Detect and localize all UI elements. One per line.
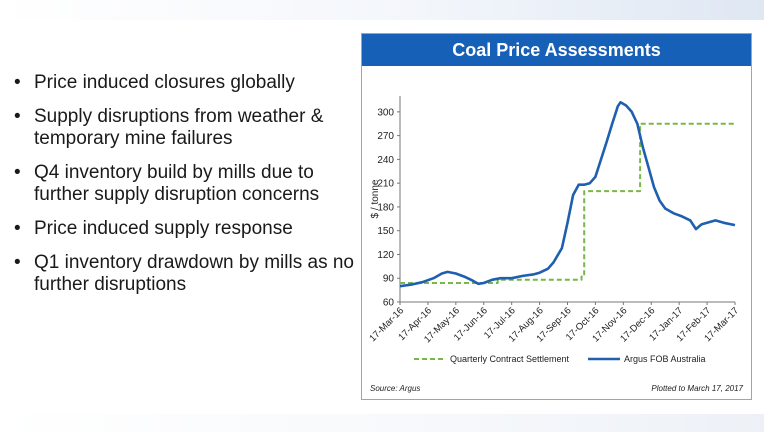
bullet-text: Q1 inventory drawdown by mills as no fur…: [34, 252, 354, 295]
chart-panel: 60 90 120 150 180 210 240 270 300 $ / tonne 17-Mar…: [361, 33, 752, 400]
chart-note: Plotted to March 17, 2017: [651, 384, 743, 393]
y-tick-label: 120: [377, 250, 394, 261]
bullet-text: Price induced closures globally: [34, 72, 295, 93]
bullet-text: Q4 inventory build by mills due to furth…: [34, 162, 320, 205]
chart-title: Coal Price Assessments: [362, 34, 751, 66]
series-line-1: [399, 101, 736, 288]
bullet-dot: •: [14, 218, 21, 239]
chart-source: Source: Argus: [370, 384, 420, 393]
bullet-text: Supply disruptions from weather & tempor…: [34, 106, 324, 149]
y-tick-label: 300: [377, 107, 394, 118]
y-tick-label: 150: [377, 226, 394, 237]
bullet-list: • Price induced closures globally • Supply …: [14, 72, 359, 308]
bullet-item: • Price induced closures globally: [14, 72, 359, 94]
bullet-item: • Q4 inventory build by mills due to furt…: [14, 162, 359, 206]
bullet-item: • Q1 inventory drawdown by mills as no fu…: [14, 252, 359, 296]
y-tick-label: 90: [383, 274, 395, 285]
bullet-dot: •: [14, 72, 21, 93]
footer-band: [0, 414, 764, 432]
y-tick-label: 210: [377, 179, 394, 190]
bullet-item: • Supply disruptions from weather & tempo…: [14, 106, 359, 150]
header-band: [0, 0, 764, 20]
bullet-dot: •: [14, 252, 21, 273]
y-tick-label: 240: [377, 155, 394, 166]
y-tick-label: 180: [377, 202, 394, 213]
bullet-dot: •: [14, 106, 21, 127]
bullet-dot: •: [14, 162, 21, 183]
bullet-text: Price induced supply response: [34, 218, 293, 239]
legend-label-argus: Argus FOB Australia: [624, 354, 706, 364]
series-line-0: [400, 122, 735, 284]
y-tick-label: 270: [377, 131, 394, 142]
legend-label-contract: Quarterly Contract Settlement: [450, 354, 570, 364]
bullet-item: • Price induced supply response: [14, 218, 359, 240]
y-axis-label: $ / tonne: [370, 179, 381, 218]
y-tick-label: 60: [383, 298, 395, 309]
